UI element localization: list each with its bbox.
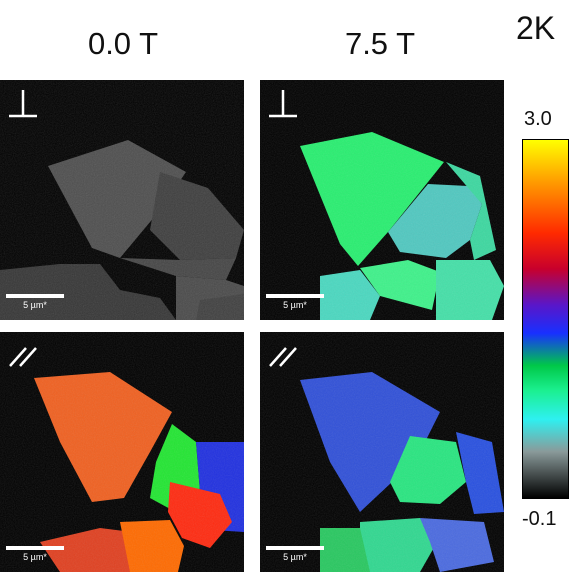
scale-bar-label: 5 µm* xyxy=(283,552,307,562)
panel-0T-perpendicular: 5 µm* xyxy=(0,80,244,320)
colorbar xyxy=(522,139,569,499)
temperature-label: 2K xyxy=(516,10,556,46)
panel-7-5T-perpendicular: 5 µm* xyxy=(260,80,504,320)
scale-bar: 5 µm* xyxy=(266,294,324,310)
colorbar-min-label: -0.1 xyxy=(522,508,557,530)
panel-image xyxy=(0,332,244,572)
scale-bar-label: 5 µm* xyxy=(23,552,47,562)
column-title-0-tesla: 0.0 T xyxy=(87,26,159,61)
scale-bar-label: 5 µm* xyxy=(283,300,307,310)
scale-bar-label: 5 µm* xyxy=(23,300,47,310)
panel-image xyxy=(260,80,504,320)
colorbar-max-label: 3.0 xyxy=(524,108,552,130)
scale-bar: 5 µm* xyxy=(6,294,64,310)
panel-0T-parallel: 5 µm* xyxy=(0,332,244,572)
panel-7-5T-parallel: 5 µm* xyxy=(260,332,504,572)
scale-bar: 5 µm* xyxy=(6,546,64,562)
panel-image xyxy=(260,332,504,572)
orientation-perpendicular-icon xyxy=(266,86,300,120)
scale-bar: 5 µm* xyxy=(266,546,324,562)
column-title-7-5-tesla: 7.5 T xyxy=(344,26,416,61)
panel-image xyxy=(0,80,244,320)
orientation-perpendicular-icon xyxy=(6,86,40,120)
orientation-parallel-icon xyxy=(6,338,40,372)
orientation-parallel-icon xyxy=(266,338,300,372)
